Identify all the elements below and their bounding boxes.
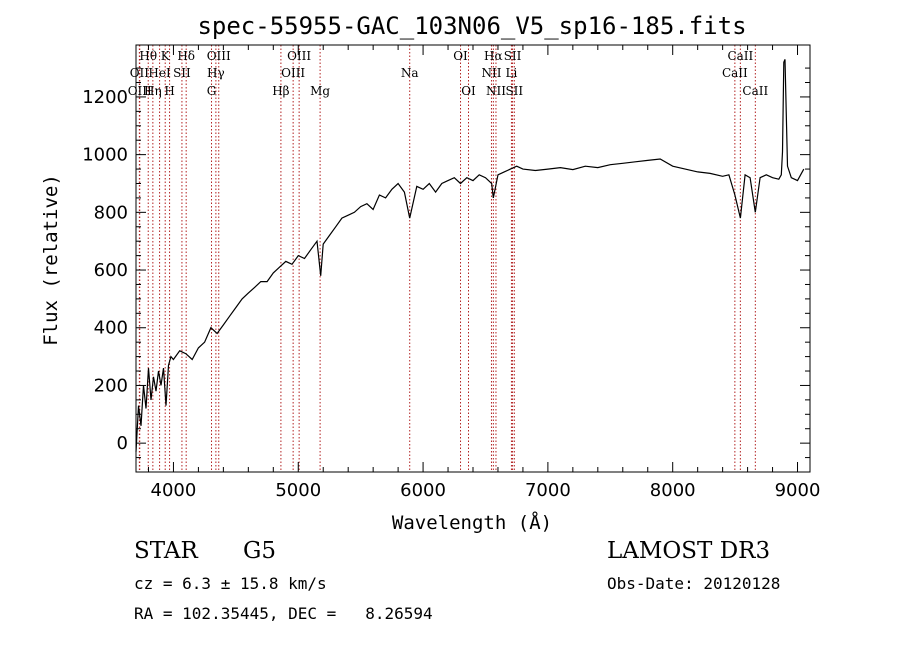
y-tick-label-1: 200 (94, 375, 128, 396)
line-label-20: NII (481, 66, 501, 80)
line-label-4: HeI (148, 66, 171, 80)
line-label-16: Na (401, 66, 419, 80)
line-label-12: Hβ (272, 84, 289, 98)
observation-date: Obs-Date: 20120128 (607, 574, 781, 593)
y-axis-ticks: 0 200 400 600 800 1000 1200 (82, 67, 810, 473)
plot-frame (135, 44, 811, 473)
object-subclass: G5 (243, 538, 277, 564)
x-tick-label-5: 9000 (775, 480, 821, 501)
coordinates-readout: RA = 102.35445, DEC = 8.26594 (134, 604, 433, 623)
line-label-19: Hα (484, 49, 503, 63)
line-label-27: CaII (742, 84, 768, 98)
y-tick-label-4: 800 (94, 202, 128, 223)
y-tick-label-3: 600 (94, 260, 128, 281)
x-tick-label-1: 5000 (275, 480, 321, 501)
x-tick-label-2: 6000 (400, 480, 446, 501)
y-tick-label-2: 400 (94, 318, 128, 339)
line-label-7: H (164, 84, 174, 98)
x-tick-label-0: 4000 (151, 480, 197, 501)
redshift-readout: cz = 6.3 ± 15.8 km/s (134, 574, 327, 593)
line-label-10: Hγ (207, 66, 225, 80)
line-label-17: OI (453, 49, 468, 63)
line-label-21: NII (486, 84, 506, 98)
line-label-9: OIII (207, 49, 231, 63)
line-label-5: K (161, 49, 171, 63)
chart-title: spec-55955-GAC_103N06_V5_sp16-185.fits (197, 12, 746, 40)
x-axis-ticks: 4000 5000 6000 7000 8000 9000 (147, 45, 821, 501)
line-label-22: SII (504, 49, 522, 63)
line-label-15: Mg (310, 84, 330, 98)
x-tick-label-4: 8000 (650, 480, 696, 501)
y-tick-label-6: 1200 (82, 87, 128, 108)
line-label-25: CaII (727, 49, 753, 63)
line-label-0: Hθ (139, 49, 157, 63)
x-tick-label-3: 7000 (525, 480, 571, 501)
line-label-18: OI (461, 84, 476, 98)
survey-label: LAMOST DR3 (607, 538, 771, 564)
line-label-3: Hη (144, 84, 162, 98)
line-label-1: OII (130, 66, 150, 80)
line-label-11: G (207, 84, 217, 98)
spectrum-series-line (135, 59, 805, 452)
object-class: STAR (134, 538, 198, 564)
line-label-2: OIII (128, 84, 152, 98)
y-tick-label-5: 1000 (82, 145, 128, 166)
y-tick-label-0: 0 (117, 433, 128, 454)
y-axis-label: Flux (relative) (40, 174, 62, 346)
line-label-24: SII (505, 84, 523, 98)
line-label-23: Li (506, 66, 518, 80)
line-label-14: OIII (281, 66, 305, 80)
x-axis-label: Wavelength (Å) (392, 511, 552, 534)
spectral-line-markers (138, 45, 756, 472)
line-label-13: OIII (287, 49, 311, 63)
line-label-8: Hδ (177, 49, 195, 63)
line-label-6: SII (173, 66, 191, 80)
line-label-26: CaII (722, 66, 748, 80)
